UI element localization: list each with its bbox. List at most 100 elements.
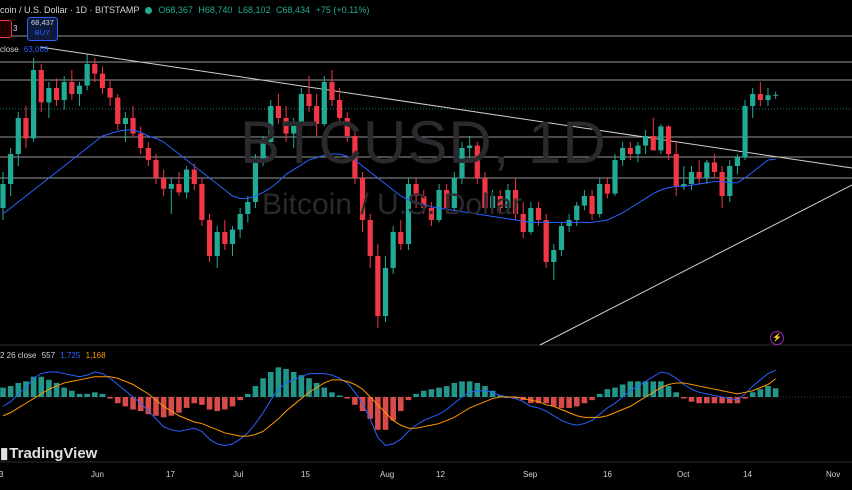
candle-body — [658, 126, 664, 151]
time-axis-label: Jul — [233, 470, 244, 479]
macd-histogram-bar — [191, 397, 198, 404]
macd-histogram-bar — [658, 381, 664, 397]
macd-histogram-bar — [375, 397, 381, 430]
candle-body — [176, 184, 182, 193]
macd-line — [2, 369, 776, 446]
candle-body — [138, 133, 144, 148]
candle-body — [268, 106, 274, 142]
macd-label: 2 26 close — [0, 351, 37, 360]
macd-histogram-bar — [604, 389, 611, 397]
macd-histogram-bar — [267, 372, 274, 397]
symbol-title[interactable]: coin / U.S. Dollar · 1D · BITSTAMP — [0, 5, 140, 15]
time-axis-label: 3 — [0, 470, 4, 479]
symbol-header: coin / U.S. Dollar · 1D · BITSTAMP O68,3… — [0, 3, 372, 17]
tradingview-logo[interactable]: ▮TradingView — [0, 445, 98, 462]
lightning-icon[interactable]: ⚡ — [770, 331, 784, 345]
low-value: L68,102 — [237, 5, 271, 15]
macd-histogram-bar — [168, 397, 175, 416]
candle-body — [344, 118, 350, 136]
macd-histogram-bar — [107, 397, 113, 399]
candle-body — [551, 250, 557, 262]
candle-body — [275, 106, 281, 118]
macd-histogram-bar — [321, 387, 328, 397]
macd-histogram-bar — [757, 389, 764, 397]
time-axis-label: Aug — [380, 470, 395, 479]
macd-histogram-bar — [38, 376, 45, 397]
candle-body — [214, 232, 220, 256]
macd-histogram-bar — [742, 397, 748, 399]
candle-body — [337, 100, 343, 118]
macd-histogram-bar — [589, 397, 595, 401]
high-value: H68,740 — [198, 5, 233, 15]
macd-histogram-bar — [344, 397, 351, 399]
macd-histogram-bar — [627, 381, 634, 397]
ma-legend[interactable]: close 63,065 — [0, 45, 48, 54]
candle-body — [765, 95, 771, 100]
candle-body — [528, 208, 534, 232]
order-quantity[interactable]: 3 — [13, 24, 18, 33]
candle-body — [719, 172, 725, 196]
macd-histogram-bar — [183, 397, 190, 408]
candle-body — [497, 196, 503, 208]
macd-histogram-bar — [15, 382, 22, 397]
macd-histogram-bar — [176, 397, 182, 413]
macd-legend[interactable]: 2 26 close 557 1,725 1,168 — [0, 351, 106, 360]
macd-histogram-bar — [420, 390, 427, 397]
macd-histogram-bar — [482, 386, 488, 397]
candle-body — [773, 94, 779, 96]
macd-histogram-bar — [642, 381, 649, 397]
candle-body — [620, 148, 626, 160]
candle-body — [184, 169, 190, 193]
candle-body — [512, 190, 519, 214]
candle-body — [252, 160, 259, 202]
macd-histogram-bar — [474, 382, 481, 397]
candle-body — [535, 208, 542, 220]
macd-histogram-bar — [566, 397, 572, 408]
candle-body — [283, 118, 289, 134]
macd-histogram-bar — [137, 397, 144, 412]
sell-button[interactable] — [0, 20, 12, 38]
candle-body — [0, 184, 6, 208]
macd-histogram-bar — [512, 397, 519, 399]
macd-histogram-bar — [329, 392, 335, 397]
candle-body — [451, 178, 457, 208]
candle-body — [199, 184, 205, 220]
candle-body — [191, 169, 197, 184]
macd-histogram-bar — [543, 397, 549, 404]
candle-body — [314, 106, 320, 124]
time-axis-label: 17 — [166, 470, 175, 479]
macd-histogram-bar — [130, 397, 136, 410]
candle-body — [467, 145, 473, 148]
candle-body — [145, 148, 151, 160]
candle-body — [107, 88, 113, 98]
candle-body — [229, 229, 236, 244]
candle-body — [413, 184, 419, 196]
candle-body — [321, 82, 327, 124]
candle-body — [122, 118, 128, 124]
candle-body — [757, 94, 763, 100]
candle-body — [306, 94, 312, 106]
candle-body — [153, 160, 159, 178]
candle-body — [574, 205, 580, 220]
moving-average-line — [2, 129, 776, 223]
macd-histogram-bar — [390, 397, 396, 421]
buy-button[interactable]: 68,437 BUY — [27, 17, 58, 41]
descending-trendline — [39, 46, 852, 169]
watermark-name: Bitcoin / U.S. Dollar — [262, 188, 523, 221]
candle-body — [673, 154, 679, 187]
macd-histogram-bar — [30, 376, 37, 397]
candle-body — [612, 160, 618, 194]
candle-body — [237, 214, 243, 230]
macd-histogram-bar — [76, 393, 83, 397]
macd-line-value: 1,725 — [60, 351, 81, 360]
candle-body — [46, 88, 52, 103]
candle-body — [643, 136, 649, 146]
macd-histogram-bar — [92, 392, 98, 397]
macd-histogram-bar — [245, 393, 251, 397]
macd-histogram-bar — [772, 388, 779, 397]
macd-histogram-bar — [551, 397, 557, 407]
macd-signal-value: 1,168 — [85, 351, 106, 360]
candle-body — [482, 178, 488, 208]
